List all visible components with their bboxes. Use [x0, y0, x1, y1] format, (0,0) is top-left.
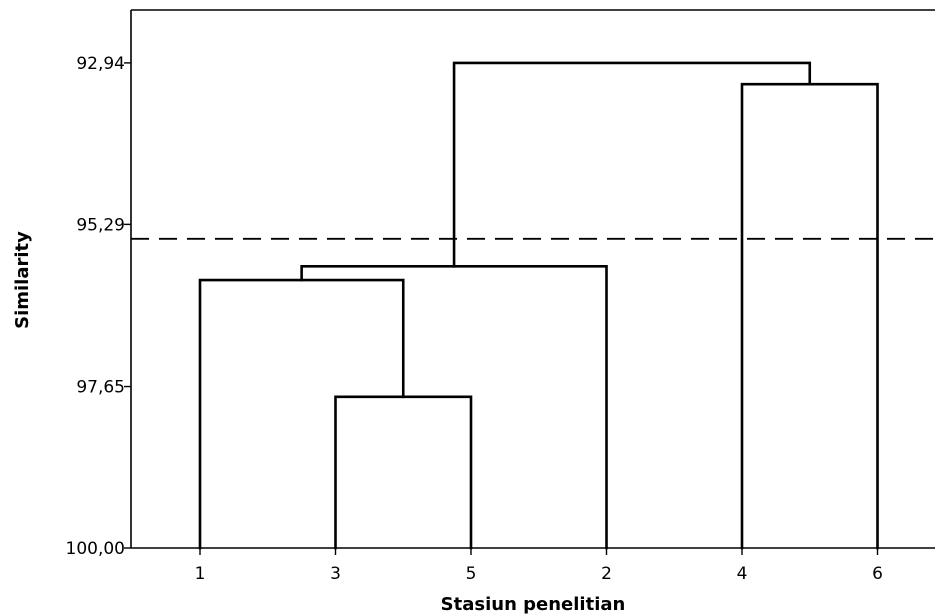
x-tick-label: 1 — [195, 564, 206, 584]
x-tick-label: 6 — [872, 564, 883, 584]
dendrogram-link — [740, 82, 879, 550]
dendrogram-link — [334, 395, 473, 550]
y-tick-label: 100,00 — [66, 539, 125, 559]
x-axis-ticks: 1 3 5 2 4 6 — [195, 548, 883, 584]
y-axis-ticks: 92,94 95,29 97,65 100,00 — [66, 54, 131, 559]
y-axis-title: Similarity — [12, 231, 33, 329]
y-tick-label: 92,94 — [76, 54, 125, 74]
x-tick-label: 4 — [737, 564, 748, 584]
x-axis-title: Stasiun penelitian — [441, 594, 626, 615]
dendrogram-link — [198, 278, 405, 550]
plot-frame — [130, 9, 935, 549]
x-tick-label: 5 — [466, 564, 477, 584]
y-tick-label: 97,65 — [76, 378, 125, 398]
x-tick-label: 2 — [601, 564, 612, 584]
dendrogram-links — [198, 61, 879, 550]
x-tick-label: 3 — [330, 564, 341, 584]
y-tick-label: 95,29 — [76, 215, 125, 235]
dendrogram-link — [300, 264, 608, 550]
dendrogram-link — [452, 61, 812, 268]
